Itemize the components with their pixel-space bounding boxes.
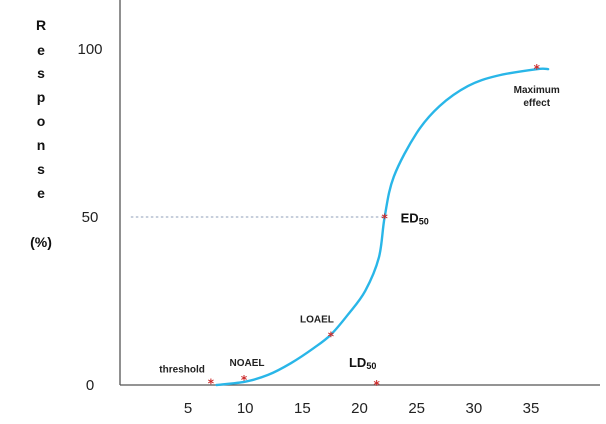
marker-maxeffect: * Maximum effect: [514, 62, 560, 109]
marker-label-subscript: 50: [419, 217, 429, 227]
y-axis-label-letter: s: [37, 161, 45, 177]
marker-label-maxeffect: Maximum: [514, 85, 560, 96]
marker-noael: * NOAEL: [230, 358, 265, 387]
y-tick-label: 50: [82, 209, 99, 226]
marker-label-text: Maximum: [514, 85, 560, 96]
marker-label-noael: NOAEL: [230, 358, 265, 369]
axes: [119, 0, 600, 386]
y-axis-label-letter: e: [37, 185, 45, 201]
marker-label-threshold: threshold: [159, 364, 205, 375]
marker-ld50: * LD50: [349, 355, 381, 392]
x-tick-label: 20: [351, 400, 368, 417]
x-tick-label: 5: [184, 400, 192, 417]
y-axis-label-letter: e: [37, 42, 45, 58]
y-axis-label-letter: n: [37, 137, 46, 153]
y-axis-label-letter: p: [37, 89, 46, 105]
x-tick-label: 35: [523, 400, 540, 417]
y-tick-label: 100: [77, 41, 102, 58]
y-axis-label-letter: R: [36, 17, 46, 33]
marker-label-text: ED: [401, 211, 419, 226]
markers: *threshold*NOAEL*LOAEL*LD50* ED50*Maximum…: [159, 62, 560, 392]
y-tick-label: 0: [86, 377, 94, 394]
marker-star-icon: *: [241, 373, 248, 387]
tick-labels: 5 10 15 20 25 30 35 0 50 100: [77, 41, 539, 417]
marker-label-maxeffect-line2: effect: [523, 98, 550, 109]
x-tick-label: 15: [294, 400, 311, 417]
marker-label-text: LOAEL: [300, 314, 334, 325]
response-curve: [215, 67, 550, 387]
marker-star-icon: *: [534, 62, 541, 76]
marker-loael: * LOAEL: [300, 314, 335, 343]
marker-label-ld50: LD50: [349, 355, 376, 371]
marker-star-icon: *: [328, 329, 335, 343]
marker-label-subscript: 50: [366, 361, 376, 371]
marker-star-icon: *: [374, 378, 381, 392]
marker-label-text: LD: [349, 355, 366, 370]
marker-label-text: NOAEL: [230, 358, 265, 369]
y-axis-unit: (%): [30, 234, 52, 250]
marker-star-icon: *: [382, 212, 389, 226]
x-tick-label: 30: [465, 400, 482, 417]
x-tick-label: 25: [408, 400, 425, 417]
marker-ed50: * ED50: [382, 211, 429, 227]
marker-label-ed50: ED50: [401, 211, 429, 227]
y-axis-label-letter: o: [37, 113, 46, 129]
marker-threshold: *threshold: [159, 364, 214, 390]
y-axis-label-letter: s: [37, 65, 45, 81]
marker-label-text: threshold: [159, 364, 205, 375]
x-tick-label: 10: [237, 400, 254, 417]
marker-star-icon: *: [208, 376, 215, 390]
dose-response-curve: [215, 67, 550, 387]
marker-label-loael: LOAEL: [300, 314, 334, 325]
